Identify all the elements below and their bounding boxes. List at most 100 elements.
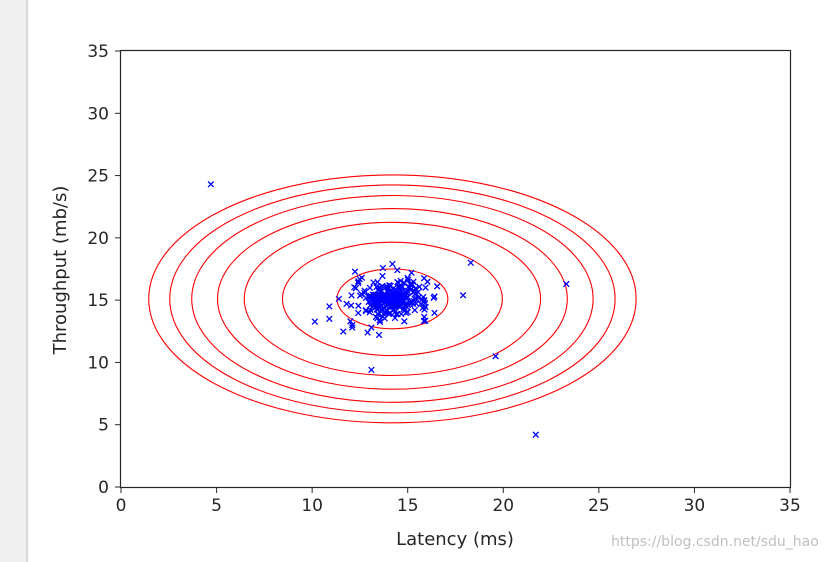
gaussian-contours — [148, 174, 637, 424]
x-tick-label: 30 — [684, 496, 706, 516]
data-point — [371, 291, 378, 299]
data-point — [343, 300, 350, 308]
x-axis-ticks: 0 5 10 15 20 25 30 35 — [116, 487, 801, 516]
data-point — [368, 297, 376, 304]
data-point — [351, 283, 358, 291]
y-axis-label: Throughput (mb/s) — [50, 186, 71, 356]
data-point — [354, 309, 362, 317]
plot-frame — [119, 49, 792, 489]
y-tick-label: 15 — [87, 291, 109, 311]
data-point — [422, 284, 429, 291]
data-point — [431, 309, 438, 317]
contour-line — [243, 221, 542, 377]
data-point — [383, 294, 390, 301]
data-point — [400, 292, 408, 300]
data-point — [408, 269, 415, 276]
data-point — [368, 366, 375, 374]
data-point — [326, 303, 333, 310]
data-points — [207, 181, 570, 438]
data-point — [386, 309, 394, 317]
data-point — [391, 308, 399, 316]
data-point — [417, 300, 425, 308]
data-point — [532, 431, 540, 438]
data-point — [375, 331, 383, 339]
data-point — [377, 304, 384, 311]
data-point — [374, 298, 382, 305]
y-tick-label: 30 — [87, 104, 109, 124]
data-point — [371, 304, 379, 311]
data-point — [349, 324, 356, 331]
data-point — [410, 297, 417, 305]
y-tick-label: 0 — [98, 478, 109, 498]
x-tick-label: 20 — [492, 496, 514, 516]
data-point — [394, 266, 401, 274]
y-tick-label: 20 — [87, 229, 109, 249]
data-point — [433, 283, 441, 290]
data-point — [347, 318, 354, 325]
data-point — [381, 315, 388, 322]
data-point — [467, 259, 475, 267]
data-point — [358, 290, 365, 298]
data-point — [349, 321, 356, 329]
gutter-divider — [26, 0, 28, 562]
watermark-text: https://blog.csdn.net/sdu_hao — [611, 534, 819, 550]
data-point — [431, 293, 438, 300]
data-point — [404, 276, 412, 284]
data-point — [340, 328, 347, 335]
contour-line — [336, 268, 449, 330]
data-point — [424, 278, 431, 285]
data-point — [420, 313, 428, 321]
data-point — [368, 324, 375, 331]
data-point — [384, 284, 391, 292]
data-point — [397, 310, 405, 318]
x-axis-label: Latency (ms) — [396, 529, 514, 550]
data-point — [404, 308, 411, 316]
y-tick-label: 5 — [98, 416, 109, 436]
data-point — [379, 264, 387, 272]
x-tick-label: 5 — [211, 496, 222, 516]
data-point — [422, 317, 429, 325]
data-point — [401, 318, 408, 325]
data-point — [355, 302, 362, 310]
data-point — [335, 295, 343, 303]
data-point — [407, 286, 415, 293]
y-tick-label: 10 — [87, 353, 109, 373]
data-point — [376, 316, 384, 324]
y-tick-label: 25 — [87, 167, 109, 187]
data-point — [411, 287, 418, 295]
data-point — [459, 292, 467, 299]
x-tick-label: 15 — [397, 496, 419, 516]
x-tick-label: 10 — [301, 496, 323, 516]
data-point — [411, 306, 419, 314]
data-point — [376, 318, 384, 326]
data-point — [374, 278, 381, 286]
contour-line — [169, 184, 616, 414]
data-point — [422, 303, 429, 311]
data-point — [326, 315, 333, 323]
data-point — [311, 318, 319, 325]
data-point — [366, 284, 374, 292]
x-tick-label: 25 — [588, 496, 610, 516]
data-point — [396, 284, 404, 291]
data-point — [391, 314, 399, 322]
data-point — [377, 288, 384, 295]
data-point — [389, 260, 396, 268]
data-point — [362, 306, 370, 314]
data-point — [207, 181, 215, 188]
data-point — [394, 283, 402, 291]
data-point — [563, 280, 570, 288]
data-point — [378, 292, 386, 300]
data-point — [492, 352, 499, 360]
data-point — [404, 274, 411, 282]
data-point — [351, 268, 359, 275]
contour-line — [281, 241, 503, 357]
data-point — [419, 293, 427, 301]
data-point — [366, 309, 373, 316]
data-point — [394, 290, 402, 297]
contour-line — [148, 174, 637, 424]
x-tick-label: 35 — [779, 496, 801, 516]
left-gutter — [0, 0, 26, 562]
data-point — [358, 274, 366, 281]
data-point — [348, 292, 355, 299]
